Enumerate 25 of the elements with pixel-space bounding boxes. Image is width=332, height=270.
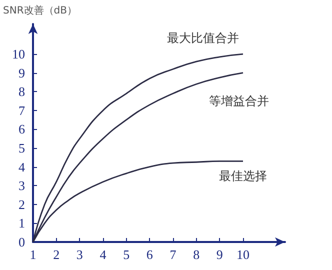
x-tick-label: 8: [193, 247, 200, 262]
y-tick-label: 7: [18, 102, 26, 118]
y-tick-label: 6: [18, 122, 26, 137]
y-tick-label: 3: [18, 178, 25, 194]
x-tick-label: 1: [30, 247, 36, 262]
series-label: 最佳选择: [219, 169, 267, 184]
y-tick-label: 0: [18, 234, 25, 250]
x-tick-label: 4: [100, 247, 107, 262]
x-tick-label: 9: [216, 247, 223, 262]
y-tick-label: 1: [18, 216, 25, 231]
y-tick-label: 10: [12, 46, 25, 62]
y-tick-label: 4: [18, 159, 26, 174]
x-tick-label: 5: [123, 247, 130, 262]
y-tick-label: 5: [18, 140, 25, 156]
x-tick-label: 7: [170, 247, 177, 262]
y-tick-label: 8: [18, 84, 25, 100]
x-tick-label: 10: [236, 247, 250, 262]
series-label: 最大比值合并: [167, 31, 239, 46]
x-tick-label: 2: [53, 247, 60, 262]
x-tick-label: 6: [146, 247, 154, 262]
series-label: 等增益合并: [209, 94, 269, 108]
y-tick-label: 2: [18, 196, 25, 212]
y-axis-title: SNR改善（dB）: [3, 4, 77, 16]
y-tick-label: 9: [18, 65, 25, 80]
x-tick-label: 3: [76, 247, 83, 262]
